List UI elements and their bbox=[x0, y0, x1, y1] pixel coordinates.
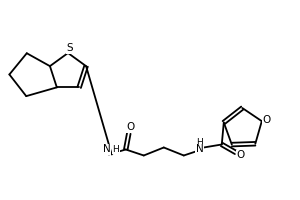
Text: H: H bbox=[196, 138, 203, 147]
Text: S: S bbox=[67, 43, 73, 53]
Text: O: O bbox=[237, 150, 245, 160]
Text: N: N bbox=[103, 144, 111, 154]
Text: N: N bbox=[196, 144, 204, 154]
Text: O: O bbox=[263, 115, 271, 125]
Text: H: H bbox=[112, 145, 119, 154]
Text: O: O bbox=[127, 122, 135, 132]
